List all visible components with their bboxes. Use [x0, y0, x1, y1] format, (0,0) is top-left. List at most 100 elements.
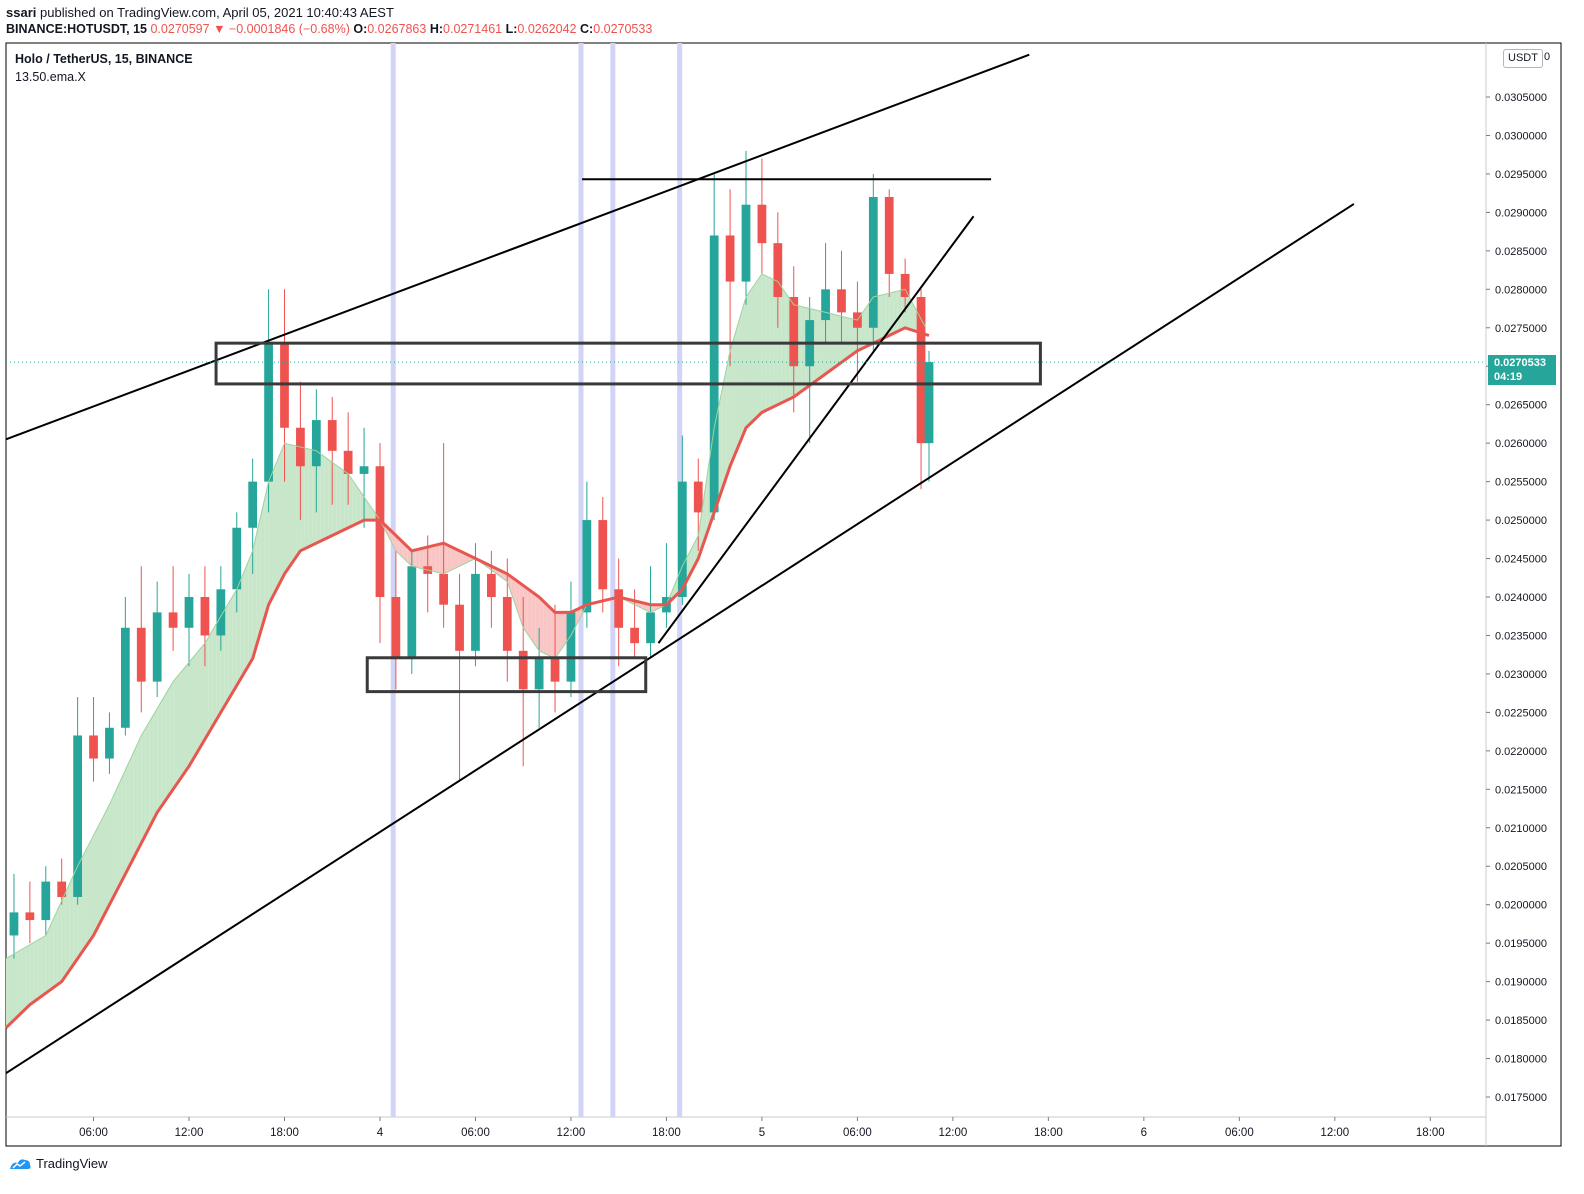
ribbon-segment [320, 453, 325, 542]
candle-body[interactable] [741, 204, 751, 282]
candle-body[interactable] [73, 735, 82, 897]
candle-body[interactable] [264, 343, 273, 482]
candle-body[interactable] [646, 612, 655, 644]
candle-body[interactable] [407, 566, 417, 659]
candle-body[interactable] [614, 589, 624, 628]
candle-body[interactable] [534, 658, 544, 690]
candle-body[interactable] [550, 658, 560, 682]
y-tick-label: 0.0205000 [1495, 861, 1547, 873]
ribbon-segment [133, 744, 138, 859]
candle-body[interactable] [582, 520, 592, 613]
candle-body[interactable] [757, 204, 767, 244]
x-tick-label: 06:00 [461, 1127, 490, 1139]
ribbon-segment [837, 315, 842, 366]
candle-body[interactable] [216, 589, 226, 636]
ribbon-segment [125, 761, 130, 874]
candle-body[interactable] [900, 273, 910, 297]
x-tick-label: 12:00 [175, 1127, 204, 1139]
trendline[interactable] [5, 53, 1030, 441]
candle-body[interactable] [439, 573, 449, 605]
candle-body[interactable] [773, 243, 783, 297]
candle-body[interactable] [502, 597, 512, 651]
candle-body[interactable] [184, 597, 194, 628]
zone-box[interactable] [365, 656, 648, 694]
candle-body[interactable] [821, 289, 830, 321]
candle-body[interactable] [693, 481, 703, 513]
candle-body[interactable] [152, 612, 162, 682]
y-tick-label: 0.0305000 [1495, 92, 1547, 104]
candle-body[interactable] [136, 627, 146, 682]
currency-badge[interactable]: USDT [1503, 49, 1543, 68]
footer-brand[interactable]: TradingView [8, 1156, 108, 1171]
candle-body[interactable] [232, 527, 242, 590]
candle-body[interactable] [168, 612, 178, 628]
ribbon-segment [25, 944, 30, 1009]
ribbon-segment [69, 874, 74, 971]
indicator-label[interactable]: 13.50.ema.X [15, 70, 86, 84]
ribbon-segment [13, 951, 18, 1021]
zone-box[interactable] [214, 341, 1042, 386]
candle-body[interactable] [311, 420, 321, 467]
candle-body[interactable] [391, 597, 401, 659]
candle-body[interactable] [200, 597, 210, 636]
candle-body[interactable] [677, 481, 687, 597]
candle-body[interactable] [120, 627, 130, 728]
candle-body[interactable] [248, 481, 258, 528]
candle-body[interactable] [725, 235, 735, 282]
down-arrow-icon: ▼ [213, 22, 226, 36]
candle-body[interactable] [41, 881, 51, 921]
x-tick-label: 06:00 [1225, 1127, 1254, 1139]
candle-body[interactable] [375, 466, 385, 597]
candles[interactable] [9, 150, 934, 959]
candle-body[interactable] [487, 573, 496, 597]
candle-body[interactable] [837, 289, 846, 313]
candle-body[interactable] [471, 573, 480, 651]
ribbon-segment [562, 612, 567, 647]
ribbon-segment [726, 350, 731, 478]
trendline[interactable] [5, 203, 1355, 1074]
candle-body[interactable] [630, 627, 639, 644]
candle-body[interactable] [327, 420, 337, 451]
ribbon-segment [45, 926, 50, 994]
candle-body[interactable] [789, 297, 799, 367]
candle-body[interactable] [359, 466, 369, 474]
ribbon-segment [292, 445, 297, 563]
trendline[interactable] [657, 215, 975, 644]
ribbon-segment [149, 715, 154, 828]
candle-body[interactable] [9, 912, 19, 936]
candle-body[interactable] [924, 362, 934, 444]
ribbon-segment [288, 444, 293, 569]
drawings[interactable] [5, 53, 1355, 1074]
candle-body[interactable] [25, 912, 35, 921]
ribbon-segment [276, 452, 281, 590]
y-tick-label: 0.0190000 [1495, 977, 1547, 989]
candle-body[interactable] [89, 735, 98, 759]
candle-body[interactable] [280, 343, 289, 428]
candle-body[interactable] [709, 235, 719, 513]
candle-body[interactable] [105, 727, 114, 759]
ribbon-segment [865, 302, 870, 347]
ribbon-segment [344, 471, 349, 530]
ribbon-segment [753, 279, 758, 421]
ribbon-segment [905, 289, 910, 330]
candle-body[interactable] [916, 297, 926, 444]
candle-body[interactable] [868, 197, 878, 328]
candle-body[interactable] [455, 604, 464, 651]
candle-body[interactable] [57, 881, 67, 897]
candle-body[interactable] [598, 520, 608, 590]
ribbon-segment [559, 612, 563, 653]
x-tick-label: 18:00 [652, 1127, 681, 1139]
ribbon-segment [248, 550, 253, 666]
candle-body[interactable] [518, 650, 528, 690]
high-value: 0.0271461 [443, 22, 503, 36]
candle-body[interactable] [566, 612, 576, 682]
x-tick-label: 18:00 [1034, 1127, 1063, 1139]
ribbon-segment [105, 804, 110, 913]
ribbon-segment [543, 600, 548, 655]
candle-body[interactable] [884, 197, 894, 274]
candle-body[interactable] [343, 450, 353, 474]
y-tick-label: 0.0200000 [1495, 900, 1547, 912]
ribbon-segment [6, 956, 10, 1028]
y-tick-label: 0.0220000 [1495, 746, 1547, 758]
